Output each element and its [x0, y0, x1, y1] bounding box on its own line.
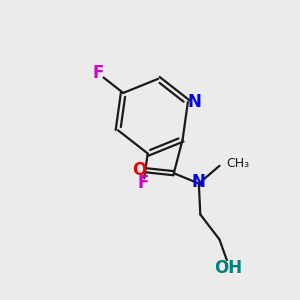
Text: N: N — [192, 173, 206, 191]
Text: F: F — [92, 64, 103, 82]
Text: OH: OH — [214, 259, 242, 277]
Text: CH₃: CH₃ — [226, 157, 249, 170]
Text: F: F — [137, 174, 149, 192]
Text: O: O — [132, 161, 146, 179]
Text: N: N — [188, 93, 201, 111]
